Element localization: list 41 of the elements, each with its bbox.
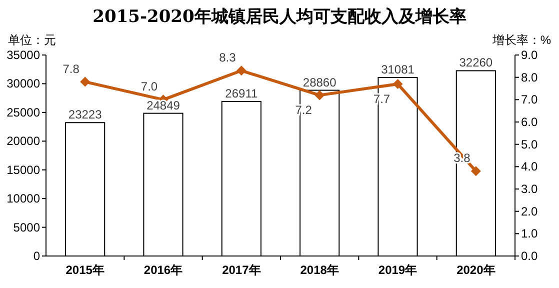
y-tick-label: 25000: [6, 105, 40, 120]
data-label: 28860: [302, 75, 337, 90]
y-tick-label: 20000: [6, 134, 40, 148]
data-label: 26911: [225, 86, 258, 100]
point: [236, 66, 246, 76]
y2-tick-label: 3.0: [521, 182, 538, 196]
y-tick-label: 15000: [6, 162, 40, 177]
y2-tick-label: 4.0: [521, 160, 538, 174]
point: [392, 79, 403, 90]
data-label: 7.8: [62, 62, 80, 76]
x-tick-label: 2019年: [378, 263, 418, 277]
data-label: 24849: [146, 98, 180, 112]
chart-title: 2015-2020年城镇居民人均可支配收入及增长率: [92, 7, 466, 27]
point: [314, 90, 325, 100]
data-label: 31081: [381, 62, 415, 77]
y-axis-title: 单位：元: [8, 33, 56, 47]
data-label: 8.3: [219, 50, 236, 65]
data-label: 7.0: [140, 80, 158, 94]
data-label: 32260: [459, 56, 493, 70]
y2-tick-label: 2.0: [521, 204, 538, 218]
y2-tick-label: 8.0: [521, 70, 538, 84]
y-tick-label: 5000: [13, 220, 40, 234]
x-tick-label: 2018年: [300, 263, 339, 277]
y-tick-label: 0: [33, 249, 40, 263]
y2-tick-label: 1.0: [521, 226, 538, 241]
y-tick-label: 30000: [6, 76, 40, 91]
y2-tick-label: 0.0: [521, 249, 538, 263]
point: [80, 76, 90, 87]
x-tick-label: 2017年: [222, 263, 261, 277]
x-tick-label: 2015年: [66, 263, 104, 277]
x-tick-label: 2020年: [456, 263, 496, 277]
data-label: 23223: [68, 108, 102, 122]
point: [470, 166, 481, 176]
y-tick-label: 10000: [6, 192, 40, 206]
y2-tick-label: 5.0: [521, 137, 538, 152]
y2-axis-title: 增长率：%: [491, 33, 552, 47]
y2-tick-label: 9.0: [521, 48, 538, 62]
y2-tick-label: 7.0: [521, 92, 538, 107]
x-tick-label: 2016年: [144, 263, 183, 277]
y-tick-label: 35000: [6, 48, 40, 62]
y2-tick-label: 6.0: [521, 115, 538, 129]
